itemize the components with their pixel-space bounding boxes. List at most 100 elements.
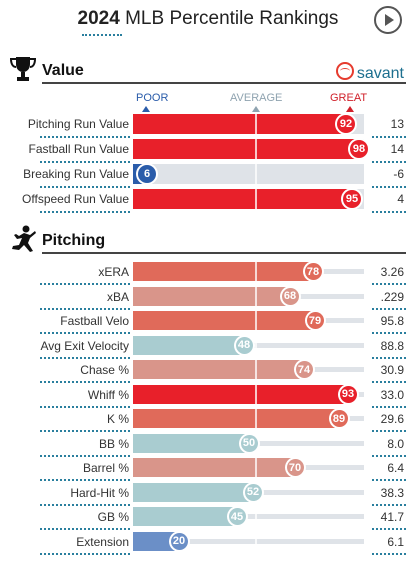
- percentile-value-bb: 50: [240, 434, 258, 452]
- stat-dots-whiff: [372, 405, 406, 408]
- scale-great-tick: [346, 106, 354, 112]
- stat-value-xba: .229: [380, 289, 404, 304]
- metric-row-fastball-velo[interactable]: Fastball Velo 79 95.8: [0, 310, 416, 334]
- metric-dots-k: [40, 430, 130, 432]
- metric-row-xera[interactable]: xERA 78 3.26: [0, 261, 416, 285]
- stat-dots-pitching-run-value: [372, 136, 406, 138]
- stat-value-offspeed-run-value: 4: [397, 192, 404, 206]
- metric-row-pitching-run-value[interactable]: Pitching Run Value 92 13: [0, 113, 416, 138]
- percentile-value-breaking-run-value: 6: [138, 165, 156, 183]
- average-line-offspeed-run-value: [255, 189, 257, 209]
- metric-label-xera: xERA: [98, 265, 129, 279]
- percentile-bar-xera: [133, 262, 313, 281]
- trophy-icon: [9, 57, 37, 81]
- savant-logo[interactable]: savant: [335, 62, 404, 83]
- metric-row-avg-exit-velocity[interactable]: Avg Exit Velocity 48 88.8: [0, 334, 416, 359]
- metric-label-avg-exit-velocity: Avg Exit Velocity: [40, 338, 130, 353]
- percentile-bubble-offspeed-run-value: 95: [341, 188, 363, 210]
- percentile-bubble-breaking-run-value: 6: [136, 163, 158, 185]
- stat-value-fastball-run-value: 14: [390, 142, 404, 156]
- section-value-header: Value savant: [0, 57, 416, 84]
- percentile-value-xera: 78: [304, 263, 322, 280]
- metric-dots-gb: [40, 528, 130, 530]
- section-pitching-rule: [42, 252, 406, 254]
- metric-row-k[interactable]: K % 89 29.6: [0, 408, 416, 432]
- metric-dots-whiff: [40, 405, 130, 408]
- metric-row-gb[interactable]: GB % 45 41.7: [0, 506, 416, 530]
- metric-row-hard-hit[interactable]: Hard-Hit % 52 38.3: [0, 481, 416, 506]
- metric-row-offspeed-run-value[interactable]: Offspeed Run Value 95 4: [0, 188, 416, 213]
- average-line-gb: [255, 507, 257, 526]
- metric-label-k: K %: [106, 412, 129, 426]
- average-line-pitching-run-value: [255, 114, 257, 134]
- metric-row-breaking-run-value[interactable]: Breaking Run Value 6 -6: [0, 163, 416, 188]
- metric-dots-fastball-velo: [40, 332, 130, 334]
- savant-text: savant: [356, 65, 404, 82]
- percentile-bubble-fastball-run-value: 98: [348, 138, 370, 160]
- stat-value-gb: 41.7: [380, 510, 404, 524]
- metric-row-extension[interactable]: Extension 20 6.1: [0, 530, 416, 555]
- percentile-bubble-chase: 74: [293, 359, 315, 380]
- metric-label-breaking-run-value: Breaking Run Value: [23, 167, 129, 181]
- metric-dots-barrel: [40, 479, 130, 481]
- stat-value-pitching-run-value: 13: [390, 117, 404, 131]
- percentile-track-gb: [133, 514, 364, 519]
- metric-label-extension: Extension: [76, 534, 129, 549]
- metric-dots-extension: [40, 552, 130, 555]
- stat-dots-xera: [372, 283, 406, 285]
- year-underline: [82, 34, 122, 36]
- metric-dots-pitching-run-value: [40, 136, 130, 138]
- metric-label-gb: GB %: [97, 510, 129, 524]
- average-line-whiff: [255, 384, 257, 404]
- metric-label-chase: Chase %: [80, 363, 129, 377]
- percentile-bubble-gb: 45: [226, 506, 248, 527]
- metric-label-pitching-run-value: Pitching Run Value: [27, 117, 129, 131]
- average-line-xba: [255, 286, 257, 306]
- metric-dots-fastball-run-value: [40, 161, 130, 163]
- scale-poor-label: POOR: [136, 92, 169, 104]
- percentile-value-gb: 45: [228, 508, 246, 525]
- percentile-bubble-whiff: 93: [337, 383, 359, 405]
- section-value-rule: [42, 82, 406, 84]
- percentile-bubble-xba: 68: [279, 285, 301, 307]
- percentile-bubble-bb: 50: [238, 432, 260, 454]
- stat-dots-hard-hit: [372, 503, 406, 506]
- stat-dots-gb: [372, 528, 406, 530]
- section-value-label: Value: [42, 62, 84, 79]
- baseball-icon: [335, 62, 354, 80]
- play-icon[interactable]: [374, 6, 402, 34]
- percentile-bubble-avg-exit-velocity: 48: [233, 334, 255, 356]
- metric-row-barrel[interactable]: Barrel % 70 6.4: [0, 457, 416, 481]
- percentile-bubble-extension: 20: [168, 530, 190, 552]
- average-line-breaking-run-value: [255, 164, 257, 184]
- metric-row-bb[interactable]: BB % 50 8.0: [0, 432, 416, 457]
- metric-dots-breaking-run-value: [40, 186, 130, 188]
- title-year: 2024: [77, 8, 120, 29]
- metric-label-hard-hit: Hard-Hit %: [70, 485, 129, 500]
- average-line-fastball-velo: [255, 311, 257, 330]
- stat-dots-chase: [372, 381, 406, 383]
- section-pitching-header: Pitching: [0, 225, 416, 254]
- metric-row-xba[interactable]: xBA 68 .229: [0, 285, 416, 310]
- metric-dots-offspeed-run-value: [40, 211, 130, 213]
- percentile-value-pitching-run-value: 92: [337, 115, 355, 133]
- percentile-bar-gb: [133, 507, 237, 526]
- percentile-track-extension: [133, 538, 364, 544]
- percentile-bar-bb: [133, 433, 249, 453]
- percentile-value-barrel: 70: [286, 459, 304, 476]
- percentile-value-extension: 20: [170, 532, 188, 550]
- percentile-value-fastball-velo: 79: [306, 312, 324, 329]
- percentile-bar-fastball-velo: [133, 311, 315, 330]
- metric-row-whiff[interactable]: Whiff % 93 33.0: [0, 383, 416, 408]
- metric-row-fastball-run-value[interactable]: Fastball Run Value 98 14: [0, 138, 416, 163]
- percentile-value-hard-hit: 52: [244, 483, 262, 501]
- percentile-bubble-barrel: 70: [284, 457, 306, 478]
- metric-row-chase[interactable]: Chase % 74 30.9: [0, 359, 416, 383]
- average-line-chase: [255, 360, 257, 379]
- pitcher-icon: [12, 225, 36, 252]
- percentile-bar-xba: [133, 286, 290, 306]
- stat-dots-xba: [372, 307, 406, 310]
- metric-label-fastball-velo: Fastball Velo: [60, 314, 129, 328]
- stat-value-barrel: 6.4: [387, 461, 404, 475]
- stat-dots-bb: [372, 454, 406, 457]
